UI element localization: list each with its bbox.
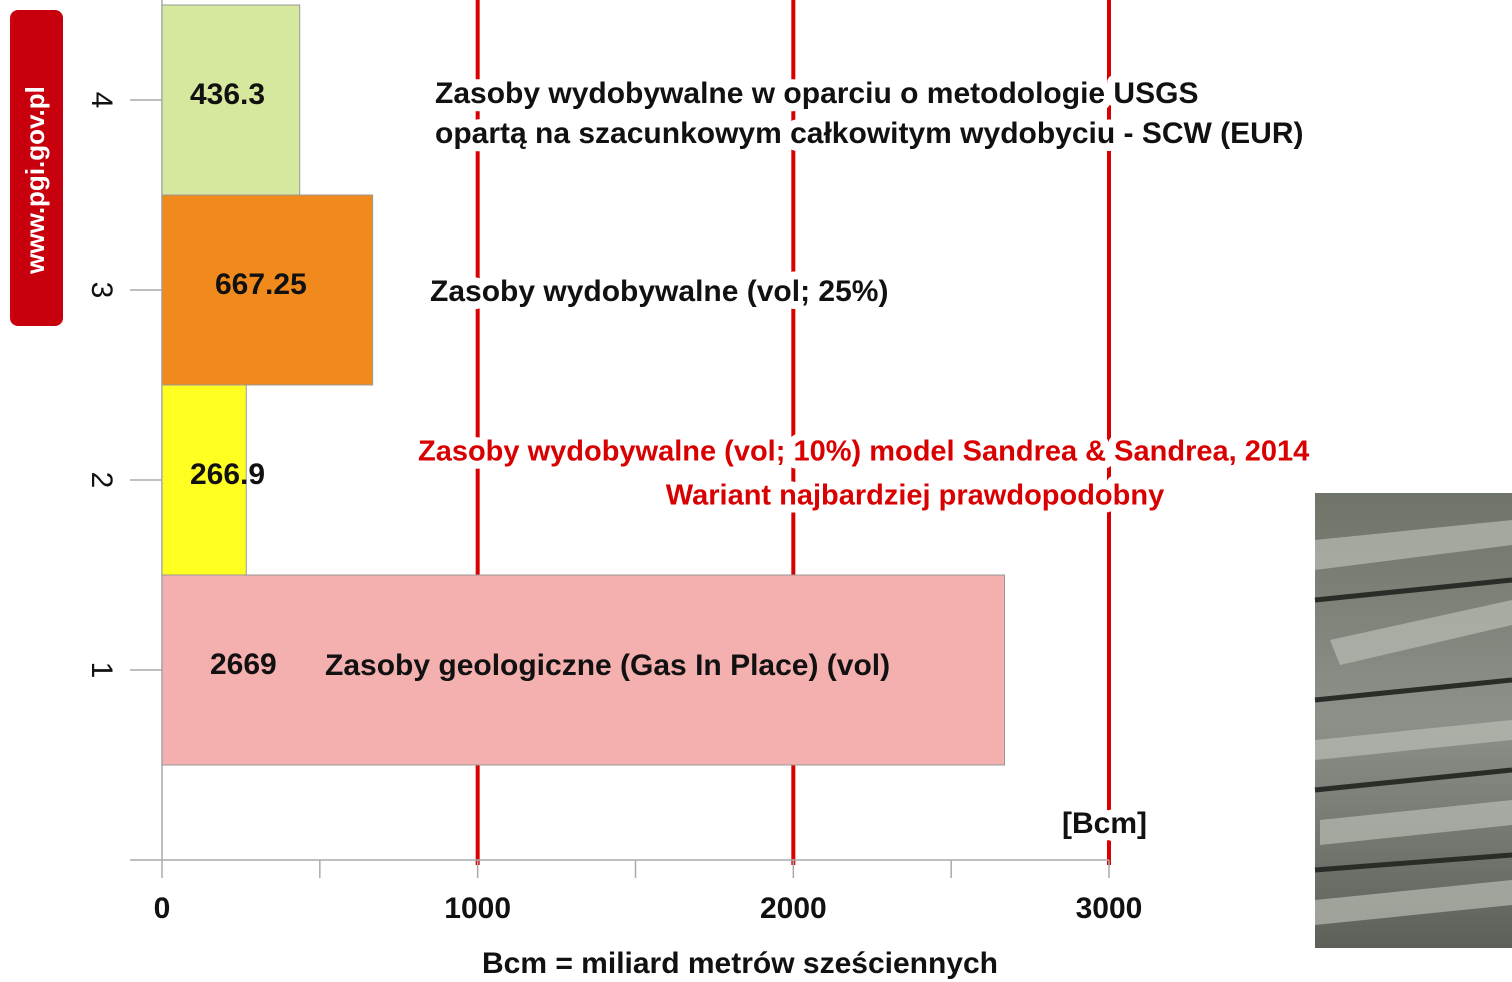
bar (161, 194, 374, 386)
x-tick-label: 3000 (1076, 892, 1143, 925)
y-tick-label: 3 (85, 282, 118, 299)
x-axis-title: Bcm = miliard metrów sześciennych (482, 947, 998, 980)
annotation: Wariant najbardziej prawdopodobny (666, 480, 1164, 512)
y-tick-label: 1 (85, 662, 118, 679)
bar (161, 4, 301, 196)
value-label: 667.25 (215, 268, 307, 301)
x-tick-label: 0 (154, 892, 171, 925)
annotation: Zasoby geologiczne (Gas In Place) (vol) (325, 649, 890, 682)
annotation: Zasoby wydobywalne (vol; 10%) model Sand… (418, 436, 1309, 468)
bar (161, 574, 1006, 766)
value-label: 266.9 (190, 458, 265, 491)
x-tick-label: 1000 (444, 892, 511, 925)
photo (1314, 493, 1512, 948)
annotation: [Bcm] (1062, 807, 1147, 840)
bar (161, 384, 247, 576)
x-tick-label: 2000 (760, 892, 827, 925)
value-label: 436.3 (190, 78, 265, 111)
y-tick-label: 4 (85, 92, 118, 109)
annotation: Zasoby wydobywalne (vol; 25%) (430, 275, 888, 308)
value-label: 2669 (210, 648, 277, 681)
y-tick-label: 2 (85, 472, 118, 489)
annotation: opartą na szacunkowym całkowitym wydobyc… (435, 117, 1304, 150)
logo: www.pgi.gov.pl (10, 10, 63, 326)
logo-text: www.pgi.gov.pl (20, 86, 50, 275)
annotation: Zasoby wydobywalne w oparciu o metodolog… (435, 77, 1198, 110)
